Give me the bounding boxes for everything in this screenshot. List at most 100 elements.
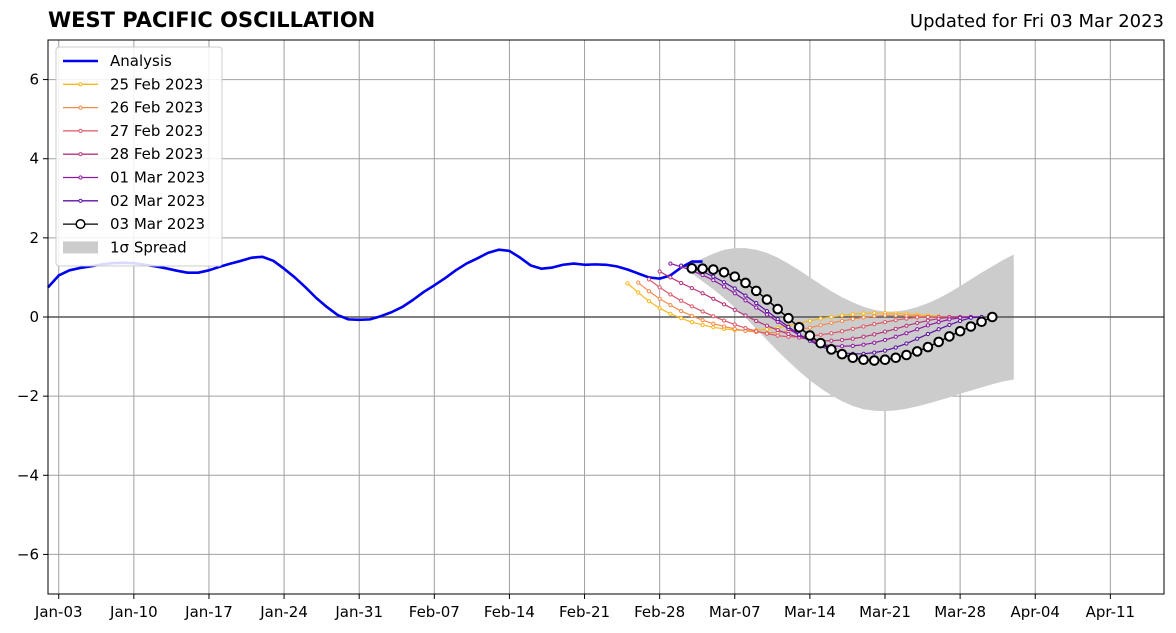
forecast-point <box>925 323 931 328</box>
legend-swatch <box>63 241 98 254</box>
forecast-point <box>689 286 694 291</box>
legend-marker <box>75 219 86 230</box>
forecast-point <box>732 291 737 296</box>
forecast-point <box>721 284 727 289</box>
forecast-point <box>740 277 751 289</box>
legend-marker <box>78 175 83 180</box>
forecast-point <box>657 285 662 290</box>
forecast-point <box>679 280 684 286</box>
forecast-point <box>829 314 834 320</box>
forecast-point <box>646 299 652 304</box>
forecast-point <box>882 329 888 334</box>
legend-marker <box>78 105 83 110</box>
legend-label: 01 Mar 2023 <box>110 169 205 187</box>
forecast-point <box>872 350 877 355</box>
forecast-point <box>944 331 955 342</box>
forecast-point <box>915 315 920 320</box>
legend-label: 1σ Spread <box>110 238 187 256</box>
forecast-point <box>625 281 630 286</box>
x-tick-label: Jan-03 <box>34 603 83 621</box>
forecast-point <box>700 322 705 328</box>
forecast-point <box>987 311 998 323</box>
forecast-point <box>882 337 888 343</box>
forecast-point <box>764 327 770 332</box>
forecast-point <box>732 286 737 291</box>
x-tick-label: Feb-21 <box>559 603 610 621</box>
forecast-point <box>915 327 920 332</box>
x-tick-label: Mar-28 <box>934 603 986 621</box>
forecast-point <box>686 263 698 274</box>
legend-marker <box>78 128 83 133</box>
forecast-point <box>861 315 866 320</box>
forecast-point <box>708 264 719 275</box>
forecast-point <box>750 285 762 297</box>
forecast-point <box>904 331 909 336</box>
forecast-point <box>839 329 845 334</box>
forecast-point <box>764 312 770 317</box>
forecast-point <box>893 326 898 331</box>
forecast-point <box>879 354 891 366</box>
legend-label: 26 Feb 2023 <box>110 99 203 117</box>
forecast-point <box>679 316 684 321</box>
x-tick-label: Jan-17 <box>184 603 233 621</box>
forecast-point <box>882 313 888 318</box>
forecast-point <box>668 275 673 280</box>
forecast-point <box>721 318 727 323</box>
forecast-point <box>718 266 730 278</box>
legend-label: 28 Feb 2023 <box>110 145 203 163</box>
forecast-point <box>743 298 748 303</box>
forecast-point <box>754 305 759 310</box>
forecast-point <box>689 313 694 318</box>
forecast-point <box>861 324 866 329</box>
x-tick-label: Apr-11 <box>1086 603 1136 621</box>
forecast-point <box>915 320 920 326</box>
forecast-point <box>861 311 866 316</box>
forecast-point <box>861 334 866 339</box>
forecast-point <box>815 337 826 349</box>
forecast-point <box>697 263 708 275</box>
forecast-point <box>947 317 952 322</box>
forecast-point <box>829 320 834 326</box>
x-tick-label: Feb-14 <box>484 603 535 621</box>
forecast-point <box>646 289 652 294</box>
forecast-point <box>729 271 741 282</box>
forecast-point <box>743 313 748 318</box>
forecast-point <box>668 292 673 297</box>
forecast-point <box>936 327 941 332</box>
forecast-point <box>872 314 877 319</box>
forecast-point <box>901 349 912 361</box>
x-tick-label: Mar-14 <box>784 603 836 621</box>
forecast-point <box>839 313 845 318</box>
forecast-point <box>646 277 652 282</box>
forecast-point <box>764 331 770 336</box>
forecast-point <box>783 312 794 324</box>
forecast-point <box>882 348 888 353</box>
forecast-point <box>775 333 780 338</box>
forecast-point <box>636 280 641 285</box>
forecast-point <box>754 301 759 306</box>
x-tick-label: Jan-31 <box>334 603 383 621</box>
y-tick-label: −6 <box>17 545 39 563</box>
legend-box <box>55 46 223 267</box>
legend-label: 03 Mar 2023 <box>110 215 205 233</box>
forecast-point <box>775 327 780 333</box>
forecast-point <box>882 320 888 325</box>
chart-subtitle: Updated for Fri 03 Mar 2023 <box>909 11 1164 32</box>
forecast-point <box>689 304 694 309</box>
y-tick-label: −2 <box>17 387 39 405</box>
forecast-point <box>872 332 877 337</box>
x-tick-label: Apr-04 <box>1010 603 1060 621</box>
forecast-point <box>904 316 909 321</box>
forecast-point <box>700 318 705 323</box>
forecast-point <box>711 325 716 330</box>
forecast-point <box>829 331 834 336</box>
forecast-point <box>904 323 909 328</box>
forecast-point <box>861 342 866 347</box>
forecast-point <box>793 321 805 333</box>
forecast-point <box>711 321 716 326</box>
forecast-point <box>807 325 812 330</box>
forecast-point <box>968 315 973 320</box>
forecast-point <box>847 352 859 364</box>
forecast-point <box>657 306 662 311</box>
